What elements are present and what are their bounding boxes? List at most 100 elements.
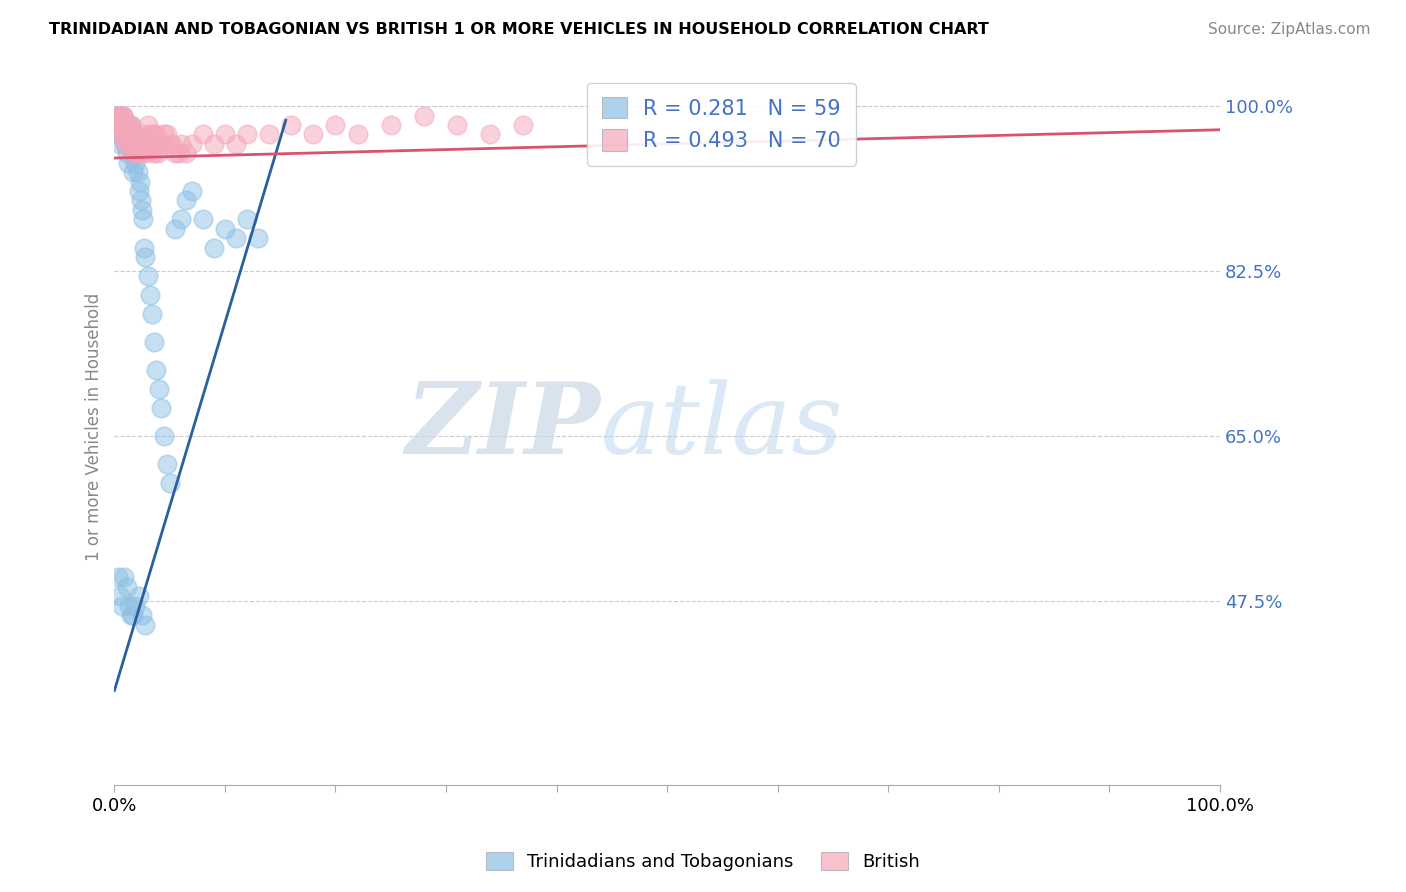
Point: [111, 118, 134, 132]
Point: [124, 136, 146, 151]
Point: [128, 175, 150, 189]
Point: [214, 128, 236, 142]
Point: [134, 136, 156, 151]
Text: ZIP: ZIP: [406, 378, 600, 475]
Point: [191, 128, 214, 142]
Point: [139, 128, 162, 142]
Point: [111, 599, 134, 613]
Point: [124, 599, 146, 613]
Point: [156, 458, 179, 472]
Point: [117, 155, 139, 169]
Point: [122, 165, 145, 179]
Point: [108, 589, 131, 603]
Point: [148, 136, 170, 151]
Point: [156, 128, 179, 142]
Point: [131, 146, 153, 161]
Point: [170, 136, 193, 151]
Point: [107, 109, 129, 123]
Point: [159, 136, 181, 151]
Point: [141, 307, 163, 321]
Point: [512, 118, 534, 132]
Point: [120, 608, 142, 623]
Point: [479, 128, 502, 142]
Point: [149, 401, 172, 415]
Point: [129, 136, 152, 151]
Y-axis label: 1 or more Vehicles in Household: 1 or more Vehicles in Household: [86, 293, 103, 561]
Point: [134, 250, 156, 264]
Point: [412, 109, 434, 123]
Text: atlas: atlas: [600, 379, 844, 475]
Point: [127, 165, 149, 179]
Point: [165, 221, 187, 235]
Point: [159, 476, 181, 491]
Point: [153, 128, 176, 142]
Point: [191, 212, 214, 227]
Legend: Trinidadians and Tobagonians, British: Trinidadians and Tobagonians, British: [478, 845, 928, 879]
Point: [127, 146, 149, 161]
Point: [118, 128, 141, 142]
Point: [136, 268, 159, 283]
Point: [108, 136, 131, 151]
Point: [325, 118, 347, 132]
Point: [132, 128, 155, 142]
Point: [122, 608, 145, 623]
Point: [108, 118, 131, 132]
Point: [129, 194, 152, 208]
Point: [118, 136, 141, 151]
Point: [112, 570, 135, 584]
Point: [174, 194, 197, 208]
Point: [170, 212, 193, 227]
Point: [120, 118, 142, 132]
Point: [346, 128, 368, 142]
Point: [202, 241, 225, 255]
Point: [128, 589, 150, 603]
Point: [214, 221, 236, 235]
Point: [202, 136, 225, 151]
Point: [135, 146, 157, 161]
Point: [114, 136, 136, 151]
Point: [125, 136, 148, 151]
Point: [108, 118, 131, 132]
Point: [118, 136, 141, 151]
Point: [139, 287, 162, 301]
Point: [115, 128, 138, 142]
Point: [257, 128, 280, 142]
Point: [111, 118, 134, 132]
Text: Source: ZipAtlas.com: Source: ZipAtlas.com: [1208, 22, 1371, 37]
Point: [110, 118, 132, 132]
Point: [121, 146, 143, 161]
Point: [145, 128, 167, 142]
Point: [110, 128, 132, 142]
Point: [112, 109, 135, 123]
Point: [148, 382, 170, 396]
Point: [112, 128, 135, 142]
Point: [118, 128, 141, 142]
Point: [105, 128, 128, 142]
Point: [134, 617, 156, 632]
Point: [302, 128, 325, 142]
Point: [125, 146, 148, 161]
Point: [236, 212, 259, 227]
Point: [145, 363, 167, 377]
Point: [446, 118, 468, 132]
Point: [124, 155, 146, 169]
Point: [107, 570, 129, 584]
Point: [108, 109, 131, 123]
Point: [128, 146, 150, 161]
Point: [380, 118, 402, 132]
Point: [152, 136, 174, 151]
Point: [108, 109, 131, 123]
Point: [180, 136, 202, 151]
Point: [141, 136, 163, 151]
Point: [174, 146, 197, 161]
Point: [122, 128, 145, 142]
Point: [167, 146, 190, 161]
Point: [120, 118, 142, 132]
Point: [128, 136, 150, 151]
Point: [134, 241, 156, 255]
Point: [146, 146, 169, 161]
Point: [112, 109, 135, 123]
Point: [165, 146, 187, 161]
Point: [112, 128, 135, 142]
Point: [124, 128, 146, 142]
